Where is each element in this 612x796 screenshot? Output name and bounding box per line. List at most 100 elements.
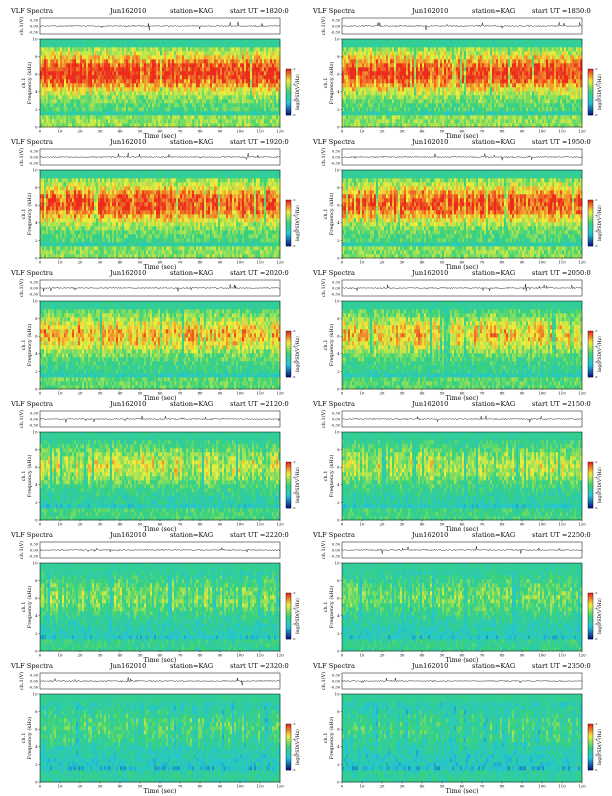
heatmap-cell	[568, 75, 570, 79]
heatmap-cell	[570, 83, 572, 87]
heatmap-cell	[72, 79, 74, 83]
heatmap-cell	[250, 87, 252, 91]
heatmap-cell	[162, 87, 164, 91]
heatmap-cell	[84, 67, 86, 71]
heatmap-cell	[496, 95, 498, 99]
heatmap-cell	[442, 71, 444, 75]
heatmap-cell	[562, 91, 564, 95]
heatmap-cell	[250, 99, 252, 103]
heatmap-cell	[520, 95, 522, 99]
heatmap-cell	[510, 55, 512, 59]
heatmap-cell	[180, 43, 182, 47]
heatmap-cell	[420, 119, 422, 123]
heatmap-cell	[514, 51, 516, 55]
heatmap-cell	[120, 67, 122, 71]
heatmap-cell	[52, 95, 54, 99]
heatmap-cell	[214, 55, 216, 59]
heatmap-cell	[98, 67, 100, 71]
heatmap-cell	[130, 51, 132, 55]
heatmap-cell	[480, 79, 482, 83]
heatmap-cell	[360, 63, 362, 67]
heatmap-cell	[214, 107, 216, 111]
heatmap-cell	[190, 119, 192, 123]
heatmap-cell	[242, 55, 244, 59]
heatmap-cell	[568, 107, 570, 111]
heatmap-cell	[512, 111, 514, 115]
heatmap-cell	[144, 119, 146, 123]
heatmap-cell	[368, 55, 370, 59]
heatmap-cell	[186, 67, 188, 71]
heatmap-cell	[362, 71, 364, 75]
heatmap-cell	[114, 59, 116, 63]
heatmap-cell	[376, 87, 378, 91]
heatmap-cell	[88, 59, 90, 63]
heatmap-cell	[462, 111, 464, 115]
heatmap-cell	[92, 91, 94, 95]
heatmap-cell	[450, 83, 452, 87]
heatmap-cell	[228, 95, 230, 99]
heatmap-cell	[94, 55, 96, 59]
heatmap-cell	[274, 123, 276, 127]
heatmap-cell	[488, 55, 490, 59]
heatmap-cell	[256, 67, 258, 71]
heatmap-cell	[220, 83, 222, 87]
heatmap-cell	[430, 119, 432, 123]
heatmap-cell	[64, 79, 66, 83]
heatmap-cell	[492, 123, 494, 127]
heatmap-cell	[260, 119, 262, 123]
heatmap-cell	[260, 99, 262, 103]
heatmap-cell	[40, 83, 42, 87]
heatmap-cell	[354, 79, 356, 83]
heatmap-cell	[520, 63, 522, 67]
heatmap-cell	[416, 123, 418, 127]
heatmap-cell	[386, 67, 388, 71]
heatmap-cell	[504, 71, 506, 75]
heatmap-cell	[540, 119, 542, 123]
heatmap-cell	[58, 47, 60, 51]
heatmap-cell	[182, 111, 184, 115]
heatmap-cell	[214, 63, 216, 67]
heatmap-cell	[242, 87, 244, 91]
heatmap-cell	[198, 107, 200, 111]
heatmap-cell	[238, 111, 240, 115]
heatmap-cell	[198, 51, 200, 55]
heatmap-cell	[54, 87, 56, 91]
heatmap-cell	[130, 107, 132, 111]
heatmap-cell	[544, 63, 546, 67]
heatmap-cell	[68, 107, 70, 111]
heatmap-cell	[362, 119, 364, 123]
heatmap-cell	[244, 91, 246, 95]
heatmap-cell	[546, 111, 548, 115]
heatmap-cell	[158, 99, 160, 103]
heatmap-cell	[276, 43, 278, 47]
heatmap-cell	[514, 123, 516, 127]
heatmap-cell	[560, 75, 562, 79]
heatmap-cell	[164, 87, 166, 91]
heatmap-cell	[232, 79, 234, 83]
heatmap-cell	[64, 47, 66, 51]
heatmap-cell	[222, 71, 224, 75]
heatmap-cell	[388, 91, 390, 95]
heatmap-cell	[42, 115, 44, 119]
heatmap-cell	[342, 51, 344, 55]
heatmap-cell	[222, 111, 224, 115]
heatmap-cell	[572, 67, 574, 71]
heatmap-cell	[274, 111, 276, 115]
heatmap-cell	[268, 47, 270, 51]
heatmap-cell	[158, 55, 160, 59]
heatmap-cell	[206, 59, 208, 63]
heatmap-cell	[518, 63, 520, 67]
heatmap-cell	[128, 95, 130, 99]
heatmap-cell	[270, 103, 272, 107]
heatmap-cell	[560, 107, 562, 111]
heatmap-cell	[138, 107, 140, 111]
heatmap-cell	[94, 67, 96, 71]
heatmap-cell	[434, 63, 436, 67]
heatmap-cell	[218, 47, 220, 51]
heatmap-cell	[524, 79, 526, 83]
heatmap-cell	[50, 83, 52, 87]
heatmap-cell	[44, 67, 46, 71]
heatmap-cell	[482, 87, 484, 91]
heatmap-cell	[446, 67, 448, 71]
